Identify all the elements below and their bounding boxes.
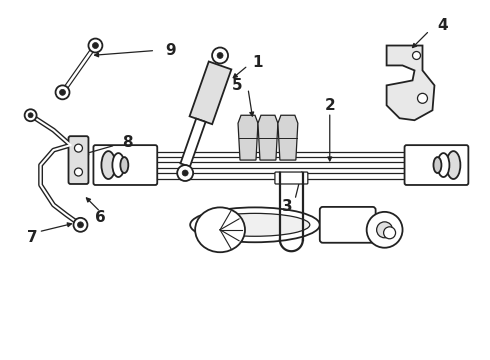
Text: 9: 9 bbox=[165, 43, 176, 58]
FancyBboxPatch shape bbox=[275, 172, 308, 184]
Circle shape bbox=[182, 170, 188, 176]
Circle shape bbox=[177, 165, 193, 181]
Ellipse shape bbox=[438, 153, 449, 177]
FancyBboxPatch shape bbox=[94, 145, 157, 185]
Circle shape bbox=[413, 51, 420, 59]
Text: 2: 2 bbox=[324, 98, 335, 113]
Circle shape bbox=[212, 48, 228, 63]
Text: 7: 7 bbox=[27, 230, 38, 245]
Ellipse shape bbox=[446, 151, 461, 179]
Polygon shape bbox=[278, 115, 298, 160]
Text: 1: 1 bbox=[252, 55, 263, 70]
Text: 6: 6 bbox=[95, 210, 106, 225]
Polygon shape bbox=[180, 118, 206, 167]
Circle shape bbox=[24, 109, 37, 121]
Ellipse shape bbox=[112, 153, 124, 177]
Text: 3: 3 bbox=[282, 199, 292, 215]
Ellipse shape bbox=[101, 151, 115, 179]
Polygon shape bbox=[238, 115, 258, 160]
Circle shape bbox=[217, 53, 223, 58]
Circle shape bbox=[55, 85, 70, 99]
Text: 4: 4 bbox=[438, 18, 448, 33]
Polygon shape bbox=[190, 62, 231, 124]
Circle shape bbox=[74, 218, 87, 232]
Circle shape bbox=[74, 144, 82, 152]
Circle shape bbox=[93, 42, 98, 49]
Circle shape bbox=[59, 89, 66, 95]
Polygon shape bbox=[258, 115, 278, 160]
Text: 5: 5 bbox=[231, 78, 242, 93]
Ellipse shape bbox=[190, 207, 320, 242]
Ellipse shape bbox=[195, 207, 245, 252]
FancyBboxPatch shape bbox=[405, 145, 468, 185]
Ellipse shape bbox=[200, 213, 310, 236]
Ellipse shape bbox=[434, 157, 441, 173]
Circle shape bbox=[417, 93, 427, 103]
Circle shape bbox=[367, 212, 403, 248]
Text: 8: 8 bbox=[122, 135, 133, 150]
Circle shape bbox=[384, 227, 395, 239]
Circle shape bbox=[28, 113, 33, 118]
FancyBboxPatch shape bbox=[320, 207, 376, 243]
FancyBboxPatch shape bbox=[69, 136, 89, 184]
Circle shape bbox=[74, 168, 82, 176]
Circle shape bbox=[89, 39, 102, 53]
Ellipse shape bbox=[121, 157, 128, 173]
Circle shape bbox=[77, 222, 83, 228]
Polygon shape bbox=[387, 45, 435, 120]
Circle shape bbox=[377, 222, 392, 238]
